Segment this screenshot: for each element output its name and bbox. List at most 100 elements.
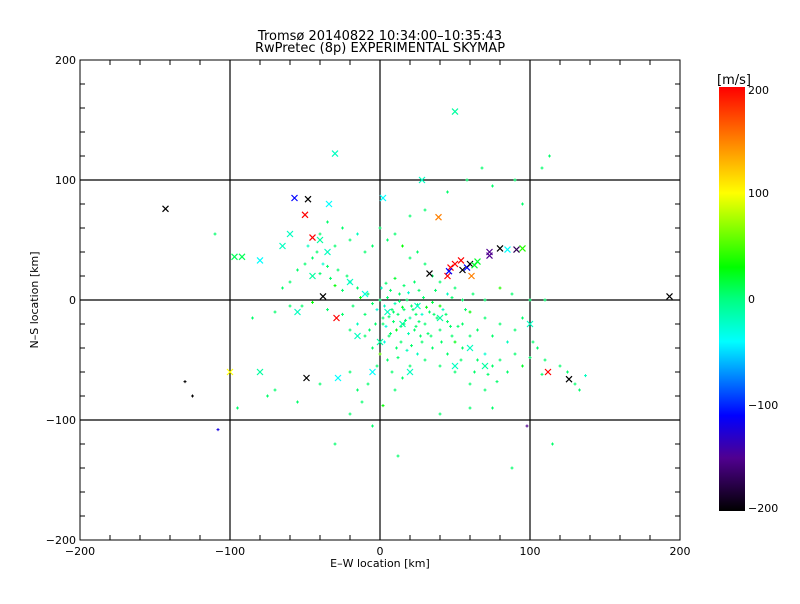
data-point xyxy=(386,296,389,300)
data-point xyxy=(348,238,352,242)
x-tick-label: 0 xyxy=(377,545,384,558)
data-point xyxy=(513,178,517,182)
data-point xyxy=(384,281,388,285)
data-cross xyxy=(436,314,444,322)
data-point xyxy=(191,394,194,398)
data-point xyxy=(521,364,524,368)
data-point xyxy=(483,388,487,392)
data-point xyxy=(251,316,254,320)
data-point xyxy=(371,424,374,428)
data-point xyxy=(408,364,412,368)
data-point xyxy=(420,340,424,344)
data-cross xyxy=(444,272,451,280)
data-cross xyxy=(162,205,169,213)
data-point xyxy=(390,308,394,312)
data-point xyxy=(584,374,587,378)
data-point xyxy=(393,388,397,392)
data-cross xyxy=(325,200,333,208)
data-cross xyxy=(354,332,361,340)
data-point xyxy=(401,244,404,248)
data-cross xyxy=(466,344,474,352)
data-point xyxy=(414,324,418,328)
data-point xyxy=(510,466,514,470)
data-point xyxy=(371,244,374,248)
data-point xyxy=(389,288,392,292)
data-point xyxy=(461,322,464,326)
data-point xyxy=(473,370,476,374)
data-point xyxy=(326,264,329,268)
data-point xyxy=(378,226,382,230)
data-point xyxy=(393,232,397,236)
data-point xyxy=(288,304,292,308)
data-point xyxy=(368,328,371,332)
data-cross xyxy=(519,244,526,252)
data-point xyxy=(296,400,299,404)
data-point xyxy=(438,364,442,368)
data-cross xyxy=(303,374,310,382)
data-point xyxy=(398,299,401,303)
colorbar-tick-label: 200 xyxy=(748,84,769,97)
data-point xyxy=(336,268,340,272)
data-point xyxy=(389,332,392,336)
data-cross xyxy=(504,246,511,254)
data-point xyxy=(321,262,325,266)
data-point xyxy=(441,308,445,312)
chart-title: Tromsø 20140822 10:34:00–10:35:43 xyxy=(257,29,502,44)
data-cross xyxy=(279,242,286,250)
data-point xyxy=(341,312,344,316)
data-point xyxy=(417,288,421,292)
data-point xyxy=(465,178,469,182)
data-point xyxy=(408,316,412,320)
data-point xyxy=(341,226,344,230)
data-point xyxy=(363,312,367,316)
data-point xyxy=(416,352,419,356)
data-point xyxy=(468,334,472,338)
data-point xyxy=(410,304,413,308)
data-point xyxy=(386,358,389,362)
data-point xyxy=(483,352,487,356)
data-cross xyxy=(346,278,354,286)
data-point xyxy=(464,308,467,312)
data-point xyxy=(396,454,400,458)
data-point xyxy=(573,382,577,386)
data-cross xyxy=(256,368,264,376)
data-point xyxy=(407,332,410,336)
data-point xyxy=(360,400,364,404)
data-point xyxy=(306,244,310,248)
data-point xyxy=(311,300,314,304)
data-point xyxy=(453,286,457,290)
data-point xyxy=(300,304,304,308)
data-point xyxy=(315,250,319,254)
data-cross xyxy=(231,253,238,261)
data-cross xyxy=(333,314,340,322)
data-point xyxy=(402,284,406,288)
data-point xyxy=(548,154,551,158)
data-point xyxy=(506,370,509,374)
data-point xyxy=(566,370,569,374)
data-point xyxy=(461,298,464,302)
data-point xyxy=(375,364,379,368)
colorbar-tick-label: 100 xyxy=(748,187,769,200)
data-point xyxy=(471,292,475,296)
data-point xyxy=(446,320,449,324)
data-point xyxy=(398,292,401,296)
data-point xyxy=(419,334,422,338)
x-tick-label: −200 xyxy=(65,545,95,558)
data-point xyxy=(396,312,400,316)
data-point xyxy=(288,280,292,284)
data-point xyxy=(483,298,487,302)
data-point xyxy=(375,308,379,312)
data-point xyxy=(423,322,427,326)
data-cross xyxy=(286,230,294,238)
data-point xyxy=(356,388,359,392)
data-cross xyxy=(309,272,316,280)
data-point xyxy=(413,328,416,332)
data-point xyxy=(528,356,532,360)
data-point xyxy=(558,364,562,368)
data-cross xyxy=(526,320,534,328)
data-cross xyxy=(334,374,342,382)
x-tick-label: 100 xyxy=(520,545,541,558)
data-point xyxy=(491,364,494,368)
data-point xyxy=(405,298,409,302)
data-point xyxy=(326,220,329,224)
